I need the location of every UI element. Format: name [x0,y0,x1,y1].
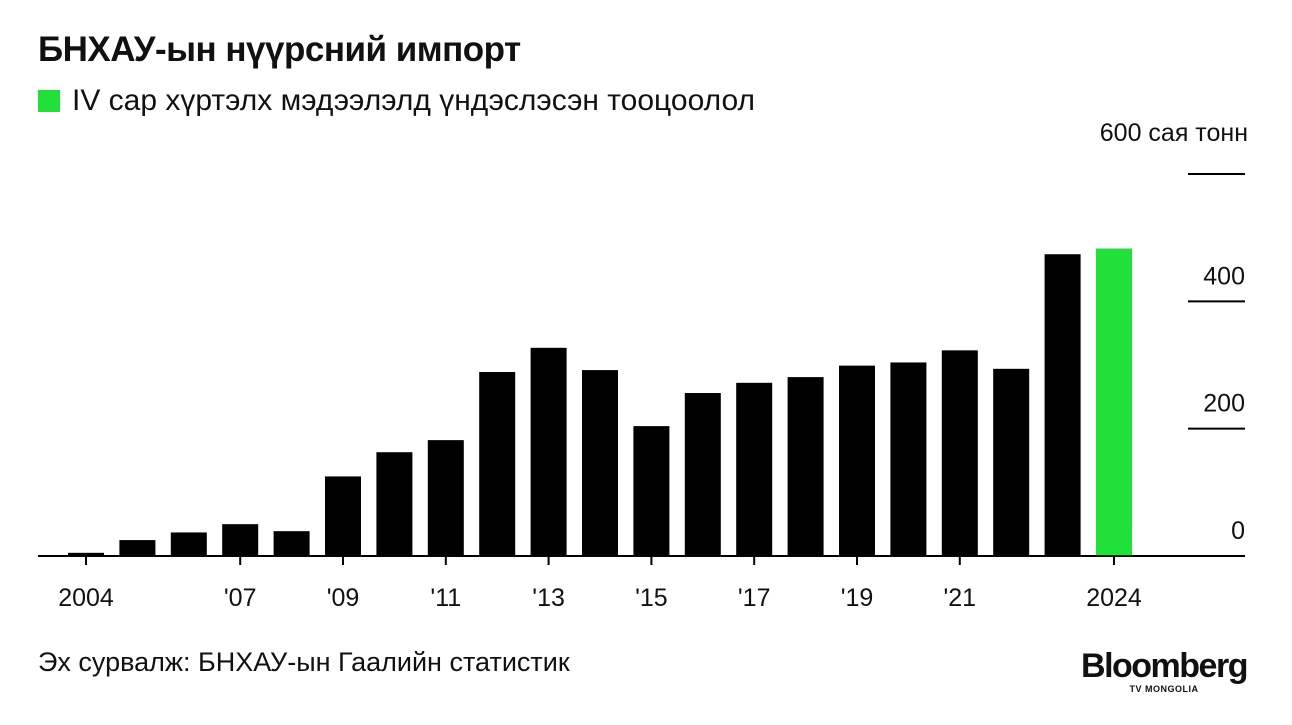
bar-2014 [582,370,618,556]
y-tick-label-200: 200 [1203,390,1245,418]
bar-2010 [376,452,413,556]
bar-2005 [119,540,156,556]
logo-subtitle: TV MONGOLIA [1129,684,1199,694]
x-tick-label-2004: 2004 [58,584,114,612]
x-tick-label-'17: '17 [738,584,771,612]
source-note: Эх сурвалж: БНХАУ-ын Гаалийн статистик [38,647,570,677]
x-tick-label-'11: '11 [430,584,461,612]
bar-2007 [222,524,259,556]
legend: IV сар хүртэлх мэдээлэлд үндэслэсэн тооц… [38,84,755,118]
bar-2015 [633,426,670,556]
x-tick-label-'15: '15 [635,584,668,612]
bar-2012 [479,372,516,556]
bar-2020 [890,362,927,556]
bar-2008 [273,531,310,556]
bloomberg-logo: Bloomberg TV MONGOLIA [1076,648,1252,694]
legend-label: IV сар хүртэлх мэдээлэлд үндэслэсэн тооц… [72,84,755,117]
bar-2004 [68,552,104,556]
bar-2016 [684,393,721,556]
x-tick-label-'19: '19 [841,584,874,612]
bar-2023 [1044,254,1081,556]
y-tick-label-400: 400 [1203,262,1245,290]
bar-2006 [170,532,207,556]
bar-2024 [1096,248,1132,557]
x-tick-label-'13: '13 [532,584,565,612]
bar-2021 [941,350,978,556]
bar-2013 [530,347,567,556]
bar-chart: 0 200 400 600 сая тонн 2004 '07 '09 '11 '13 '15 '1… [38,119,1248,612]
bar-2011 [427,440,464,556]
y-tick-label-0: 0 [1231,517,1245,545]
chart-title: БНХАУ-ын нүүрсний импорт [38,30,521,69]
y-unit-label: 600 сая тонн [1100,119,1248,147]
bar-2009 [325,476,361,556]
legend-swatch [38,90,60,112]
bar-2018 [787,377,824,556]
x-tick-label-2024: 2024 [1086,584,1142,612]
bar-2017 [736,382,773,556]
bar-2022 [993,368,1030,556]
logo-wordmark: Bloomberg [1081,647,1248,685]
bar-2019 [839,365,875,556]
x-tick-label-'09: '09 [327,584,360,612]
x-tick-label-'21: '21 [944,584,977,612]
x-tick-label-'07: '07 [224,584,257,612]
